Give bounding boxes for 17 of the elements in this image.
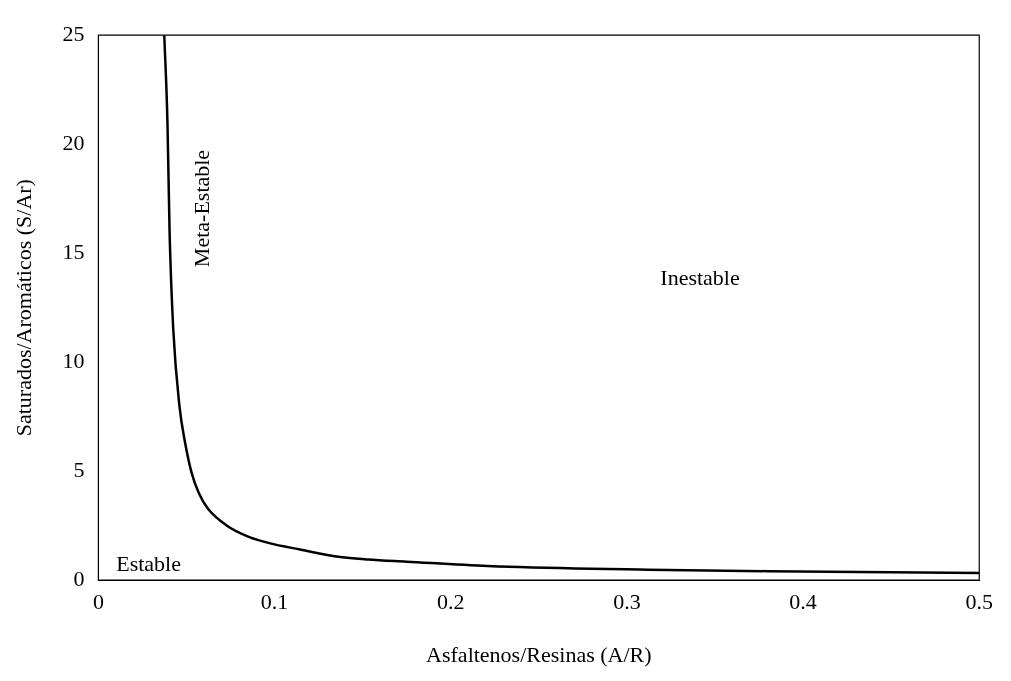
x-tick-label: 0.1	[260, 589, 289, 615]
y-tick-label: 5	[73, 456, 85, 482]
x-tick-label: 0.5	[965, 589, 993, 615]
x-axis-title: Asfaltenos/Resinas (A/R)	[426, 641, 652, 667]
y-tick-label: 20	[62, 129, 85, 155]
y-tick-label: 25	[62, 20, 85, 46]
x-tick-label: 0	[92, 589, 104, 615]
x-tick-label: 0.4	[789, 589, 817, 615]
y-axis-title: Saturados/Aromáticos (S/Ar)	[10, 179, 36, 437]
y-tick-label: 0	[73, 565, 85, 591]
annotation: Meta-Estable	[189, 149, 214, 268]
x-tick-label: 0.2	[436, 589, 465, 615]
y-tick-label: 15	[62, 238, 85, 264]
annotation: Estable	[116, 551, 181, 577]
y-tick-label: 10	[62, 347, 85, 373]
x-tick-label: 0.3	[613, 589, 641, 615]
annotation: Inestable	[660, 264, 740, 290]
